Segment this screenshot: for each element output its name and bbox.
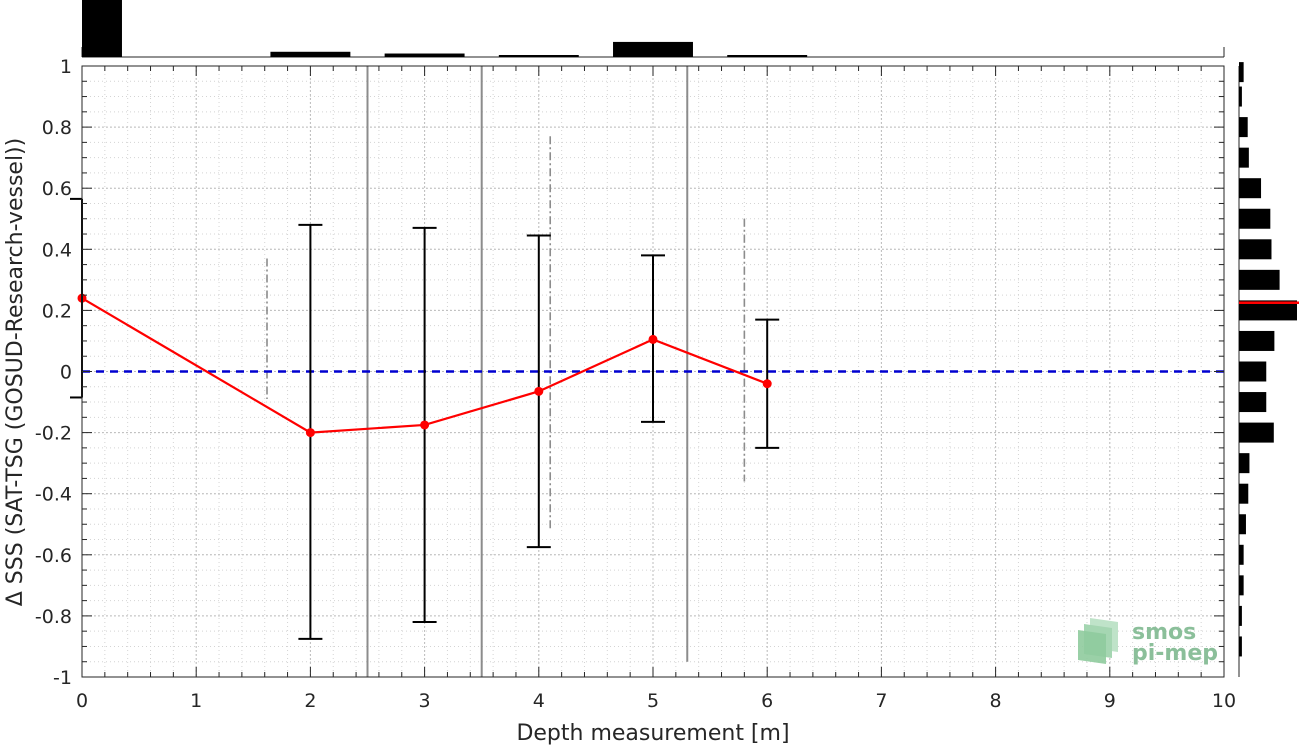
right-histogram-bar [1239, 147, 1249, 168]
data-point [420, 420, 430, 430]
top-histogram-bar [384, 53, 465, 57]
x-tick-label: 6 [761, 690, 773, 712]
y-tick-label: -0.8 [35, 606, 72, 628]
right-histogram-bar [1239, 62, 1244, 83]
right-histogram-bar [1239, 330, 1275, 351]
right-histogram-bar [1239, 239, 1272, 260]
y-tick-label: -0.2 [35, 423, 72, 445]
data-point [305, 428, 315, 438]
y-tick-label: -0.6 [35, 545, 72, 567]
right-histogram-bar [1239, 514, 1246, 535]
y-tick-label: -0.4 [35, 484, 72, 506]
right-histogram-bar [1239, 392, 1267, 413]
x-tick-label: 2 [304, 690, 316, 712]
right-histogram-bar [1239, 544, 1244, 565]
x-tick-label: 4 [533, 690, 545, 712]
smos-pi-mep-logo: smos pi-mep [1078, 618, 1218, 666]
x-tick-label: 3 [419, 690, 431, 712]
right-histogram [1238, 62, 1299, 677]
y-tick-label: 0.8 [42, 117, 72, 139]
data-point [648, 334, 658, 344]
right-histogram-bar [1239, 422, 1274, 443]
y-axis-title: Δ SSS (SAT-TSG (GOSUD-Research-vessel)) [3, 138, 28, 606]
top-histogram [81, 0, 1225, 58]
x-tick-label: 8 [990, 690, 1002, 712]
data-point [762, 379, 772, 389]
logo-text-pi-mep: pi-mep [1132, 641, 1218, 666]
logo-text-smos: smos [1132, 620, 1196, 645]
x-tick-label: 1 [190, 690, 202, 712]
right-histogram-bar [1239, 361, 1267, 382]
y-tick-label: 0.2 [42, 300, 72, 322]
top-histogram-bar [270, 51, 351, 57]
error-bars [298, 223, 780, 640]
y-tick-label: 0.6 [42, 178, 72, 200]
right-histogram-bar [1239, 178, 1262, 199]
right-histogram-bar [1239, 269, 1280, 290]
right-histogram-bar [1239, 300, 1297, 321]
y-tick-label: -1 [53, 667, 72, 689]
top-histogram-bar [498, 55, 579, 57]
right-histogram-bar [1239, 636, 1242, 657]
top-histogram-bar [82, 0, 122, 57]
x-axis-tick-labels: 0 1 2 3 4 5 6 7 8 9 10 [76, 690, 1236, 712]
axis-ticks [81, 65, 1225, 678]
right-histogram-bar [1239, 605, 1242, 626]
x-axis-title: Depth measurement [m] [516, 721, 789, 746]
data-point [534, 386, 544, 396]
right-histogram-bar [1239, 483, 1249, 504]
y-tick-label: 0 [60, 362, 72, 384]
y-tick-label: 0.4 [42, 239, 72, 261]
top-histogram-bar [727, 55, 808, 57]
x-tick-label: 9 [1104, 690, 1116, 712]
logo-mark-icon [1078, 618, 1118, 664]
x-tick-label: 10 [1212, 690, 1236, 712]
x-tick-label: 5 [647, 690, 659, 712]
right-histogram-bar [1239, 117, 1248, 138]
right-histogram-bar [1239, 86, 1242, 107]
x-tick-label: 7 [875, 690, 887, 712]
x-tick-label: 0 [76, 690, 88, 712]
right-histogram-bar [1239, 575, 1244, 596]
right-histogram-bar [1239, 453, 1250, 474]
y-tick-label: 1 [60, 56, 72, 78]
y-axis-tick-labels: -1 -0.8 -0.6 -0.4 -0.2 0 0.2 0.4 0.6 0.8 1 [35, 56, 72, 689]
top-histogram-bar [613, 41, 693, 57]
series-line [81, 297, 768, 434]
right-histogram-bar [1239, 208, 1271, 229]
